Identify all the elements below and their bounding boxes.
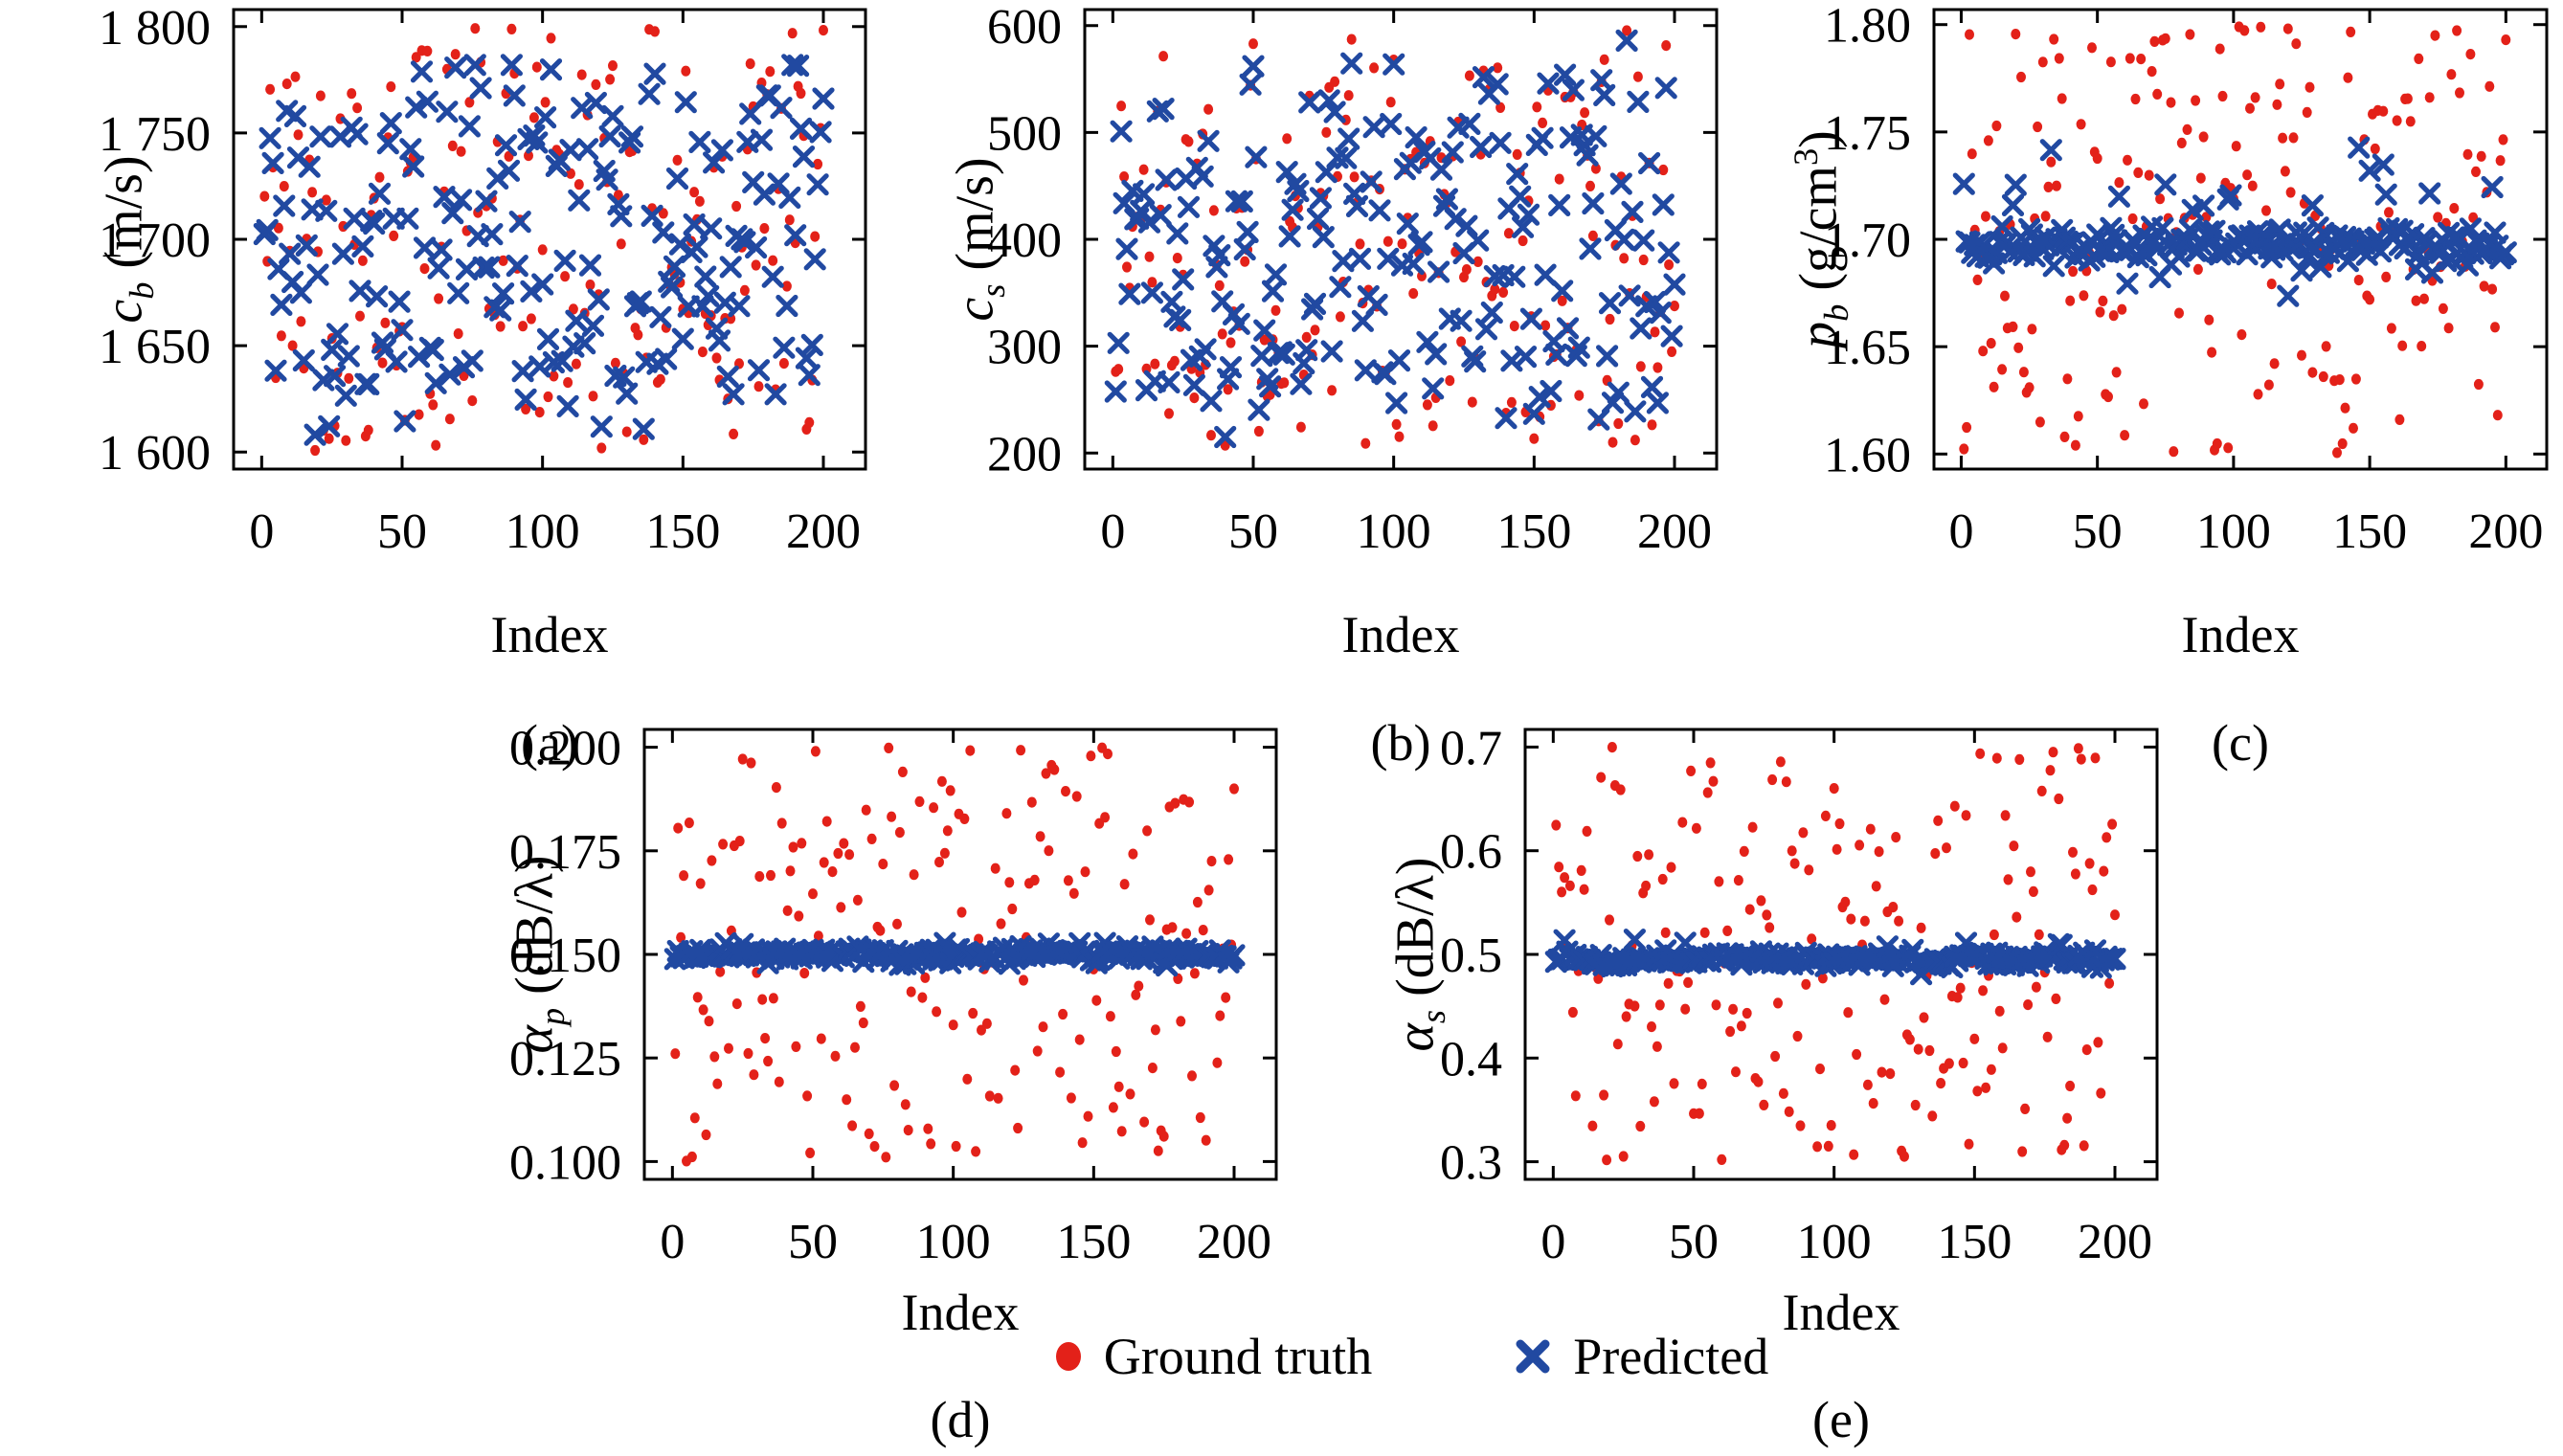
scatter-plot-c: 0 50 100 150 200 1.60 1.65 1.70 1.75 1.80: [1824, 0, 2549, 559]
panel-label: (c): [2212, 714, 2269, 772]
svg-text:0: 0: [1100, 504, 1125, 559]
svg-text:300: 300: [987, 321, 1062, 375]
x-axis-label: Index: [1341, 606, 1460, 663]
x-axis-label: Index: [490, 606, 609, 663]
svg-text:1.60: 1.60: [1824, 428, 1911, 482]
svg-text:150: 150: [1496, 504, 1571, 559]
subplot-b: 0 50 100 150 200 200 300 400 500 600 cs (m/s) Ind…: [922, 0, 1745, 785]
svg-text:600: 600: [987, 0, 1062, 55]
y-axis-label: αs (dB/λ): [1385, 857, 1452, 1052]
scatter-plot-b: 0 50 100 150 200 200 300 400 500 600: [987, 0, 1719, 559]
panel-label: (b): [1370, 714, 1431, 772]
svg-text:200: 200: [1197, 1215, 1271, 1269]
legend-item-ground-truth: Ground truth: [1055, 1327, 1373, 1386]
svg-text:0.5: 0.5: [1440, 929, 1502, 983]
series-predicted: [1952, 136, 2517, 307]
subplot-d: 0 50 100 150 200 0.100 0.125 0.150 0.175 0.200 αp…: [482, 720, 1305, 1455]
svg-text:200: 200: [987, 427, 1062, 482]
svg-text:50: 50: [1669, 1215, 1719, 1269]
svg-text:150: 150: [2332, 504, 2407, 559]
scatter-plot-e: 0 50 100 150 200 0.3 0.4 0.5 0.6 0.7: [1440, 721, 2159, 1269]
svg-text:0.150: 0.150: [509, 929, 621, 983]
series-predicted: [1104, 29, 1686, 449]
y-axis-label: pb (g/cm3): [1787, 130, 1855, 348]
svg-text:1.75: 1.75: [1824, 106, 1911, 161]
legend-label: Predicted: [1573, 1328, 1769, 1385]
svg-text:100: 100: [506, 504, 580, 559]
svg-text:200: 200: [2468, 504, 2543, 559]
panel-label: (e): [1812, 1391, 1870, 1448]
scatter-plot-d: 0 50 100 150 200 0.100 0.125 0.150 0.175 0.200: [509, 722, 1278, 1269]
svg-text:100: 100: [1797, 1215, 1872, 1269]
svg-text:100: 100: [916, 1215, 991, 1269]
svg-text:1 750: 1 750: [99, 107, 211, 162]
y-axis-label: cb (m/s): [94, 155, 161, 324]
svg-text:150: 150: [645, 504, 720, 559]
svg-text:0.125: 0.125: [509, 1032, 621, 1086]
svg-text:0.7: 0.7: [1440, 721, 1502, 775]
x-axis-label: Index: [901, 1284, 1020, 1341]
svg-text:50: 50: [1228, 504, 1278, 559]
svg-text:1 650: 1 650: [99, 320, 211, 374]
y-axis-label: αp (dB/λ): [505, 855, 572, 1054]
svg-text:200: 200: [2078, 1215, 2152, 1269]
y-axis-label: cs (m/s): [945, 157, 1012, 322]
svg-text:1.70: 1.70: [1824, 213, 1911, 268]
svg-text:1.65: 1.65: [1824, 321, 1911, 375]
svg-text:0: 0: [1948, 504, 1973, 559]
svg-text:0.175: 0.175: [509, 825, 621, 880]
subplot-e: 0 50 100 150 200 0.3 0.4 0.5 0.6 0.7 αs (dB/λ) In…: [1362, 720, 2186, 1455]
svg-text:0.4: 0.4: [1440, 1032, 1502, 1086]
svg-text:1 600: 1 600: [99, 426, 211, 481]
series-ground-truth: [1551, 742, 2120, 1166]
predicted-marker-icon: [1516, 1339, 1550, 1374]
svg-text:0.200: 0.200: [509, 722, 621, 776]
svg-text:0.6: 0.6: [1440, 825, 1502, 880]
svg-text:1.80: 1.80: [1824, 0, 1911, 54]
svg-text:150: 150: [1937, 1215, 2012, 1269]
series-predicted: [253, 54, 835, 446]
svg-text:50: 50: [2073, 504, 2123, 559]
svg-text:1 700: 1 700: [99, 213, 211, 268]
legend: Ground truth Predicted: [766, 1327, 2058, 1386]
x-axis-label: Index: [1782, 1284, 1900, 1341]
legend-item-predicted: Predicted: [1516, 1327, 1768, 1386]
scatter-plot-a: 0 50 100 150 200 1 600 1 650 1 700 1 750 1 800: [99, 1, 867, 559]
subplot-a: 0 50 100 150 200 1 600 1 650 1 700 1 750 1 800 cb…: [71, 0, 894, 785]
svg-text:50: 50: [788, 1215, 838, 1269]
legend-label: Ground truth: [1103, 1328, 1373, 1385]
svg-text:1 800: 1 800: [99, 1, 211, 56]
svg-text:50: 50: [377, 504, 427, 559]
svg-text:0: 0: [1540, 1215, 1565, 1269]
panel-label: (d): [930, 1391, 991, 1448]
svg-text:200: 200: [1637, 504, 1712, 559]
svg-text:500: 500: [987, 106, 1062, 161]
x-axis-label: Index: [2181, 606, 2300, 663]
series-predicted: [663, 931, 1246, 977]
svg-text:400: 400: [987, 213, 1062, 268]
svg-text:150: 150: [1056, 1215, 1131, 1269]
svg-text:0.100: 0.100: [509, 1135, 621, 1190]
svg-text:100: 100: [2196, 504, 2271, 559]
series-predicted: [1544, 929, 2126, 986]
svg-text:0.3: 0.3: [1440, 1136, 1502, 1191]
subplot-c: 0 50 100 150 200 1.60 1.65 1.70 1.75 1.80 pb (g/c…: [1771, 0, 2563, 785]
svg-text:0: 0: [660, 1215, 685, 1269]
panel-label: (a): [521, 714, 578, 772]
svg-text:200: 200: [786, 504, 861, 559]
svg-text:0: 0: [249, 504, 274, 559]
ground-truth-marker-icon: [1055, 1342, 1081, 1371]
svg-text:100: 100: [1357, 504, 1431, 559]
